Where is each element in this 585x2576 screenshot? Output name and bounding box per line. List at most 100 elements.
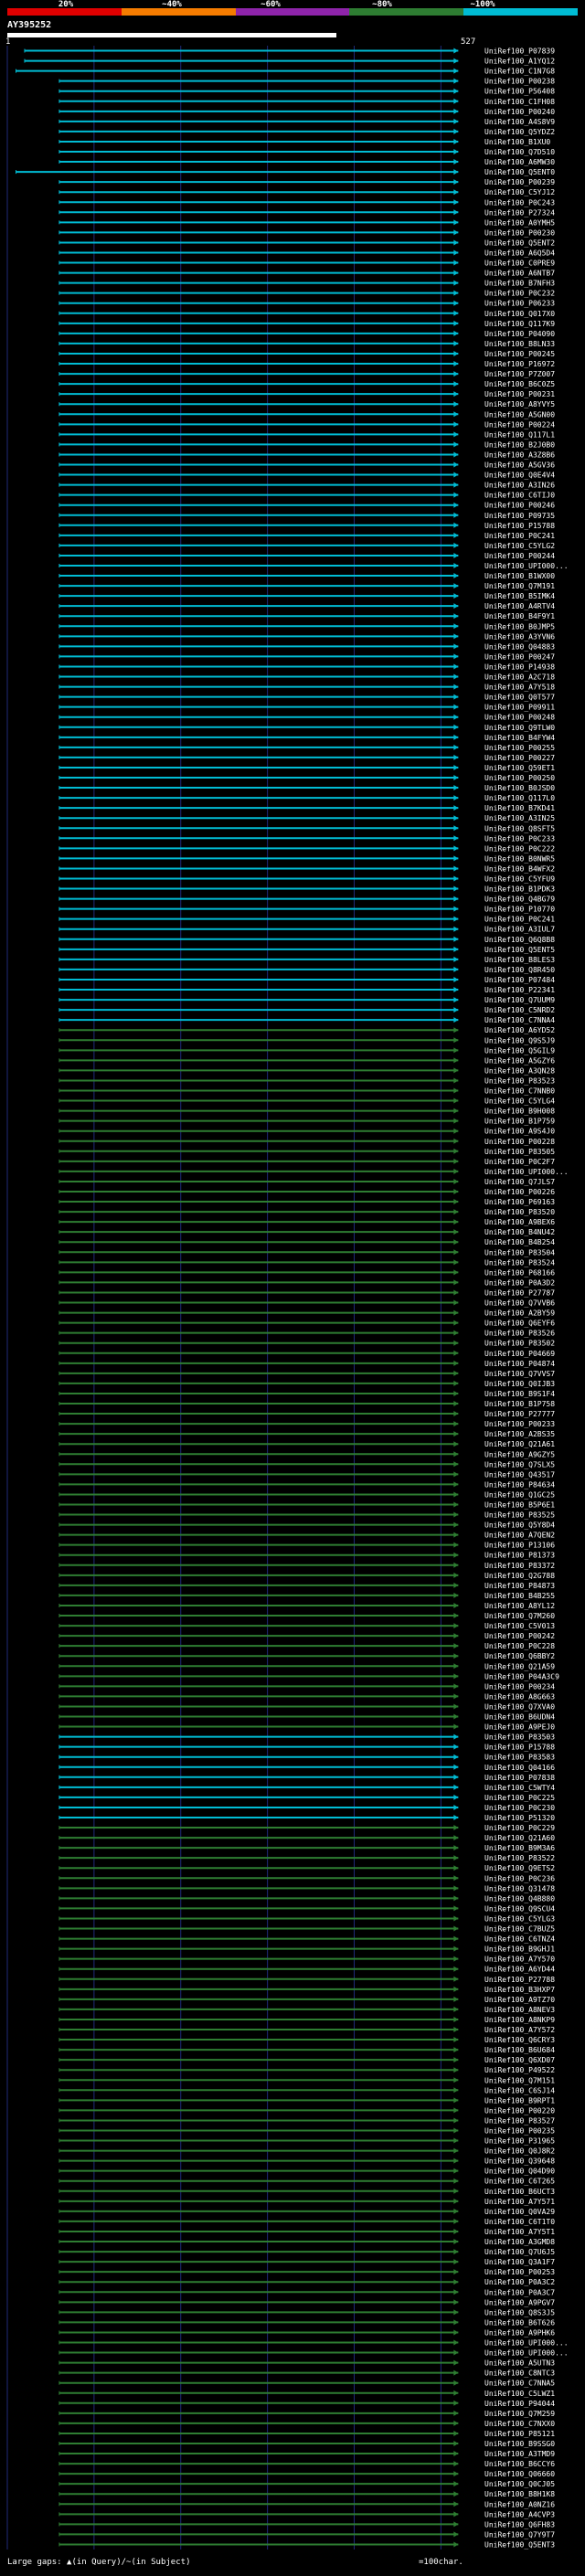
hit-label[interactable]: UniRef100_B1PDK3 (484, 885, 555, 894)
hit-label[interactable]: UniRef100_B4B254 (484, 1238, 555, 1246)
hit-label[interactable]: UniRef100_B4NU42 (484, 1228, 555, 1236)
hit-label[interactable]: UniRef100_Q7Y9T7 (484, 2530, 555, 2539)
hit-label[interactable]: UniRef100_P00246 (484, 502, 555, 510)
hit-label[interactable]: UniRef100_P31965 (484, 2137, 555, 2146)
hit-label[interactable]: UniRef100_P0C243 (484, 198, 555, 207)
hit-label[interactable]: UniRef100_A3QN28 (484, 1066, 555, 1075)
hit-label[interactable]: UniRef100_Q5ENT3 (484, 2540, 555, 2549)
hit-label[interactable]: UniRef100_Q3A1F7 (484, 2258, 555, 2266)
hit-label[interactable]: UniRef100_A9TZ70 (484, 1996, 555, 2004)
hit-label[interactable]: UniRef100_A3IUL7 (484, 926, 555, 934)
hit-label[interactable]: UniRef100_C6T1T0 (484, 2218, 555, 2226)
hit-label[interactable]: UniRef100_A6YD44 (484, 1966, 555, 1974)
hit-label[interactable]: UniRef100_A9PHK6 (484, 2328, 555, 2337)
hit-label[interactable]: UniRef100_P09735 (484, 512, 555, 520)
hit-label[interactable]: UniRef100_P83503 (484, 1733, 555, 1742)
hit-label[interactable]: UniRef100_B1WX00 (484, 572, 555, 580)
hit-label[interactable]: UniRef100_P0C2F7 (484, 1158, 555, 1166)
hit-label[interactable]: UniRef100_A5GN00 (484, 410, 555, 419)
hit-label[interactable]: UniRef100_B6U684 (484, 2046, 555, 2054)
hit-label[interactable]: UniRef100_C5YLG4 (484, 1097, 555, 1106)
hit-label[interactable]: UniRef100_A9PGV7 (484, 2298, 555, 2306)
hit-label[interactable]: UniRef100_P85121 (484, 2430, 555, 2438)
hit-label[interactable]: UniRef100_C5YJ12 (484, 188, 555, 196)
hit-label[interactable]: UniRef100_Q0CJ05 (484, 2480, 555, 2488)
hit-label[interactable]: UniRef100_Q6FH83 (484, 2520, 555, 2528)
hit-label[interactable]: UniRef100_P00228 (484, 1138, 555, 1146)
hit-label[interactable]: UniRef100_C1N7G8 (484, 68, 555, 76)
hit-label[interactable]: UniRef100_Q0T577 (484, 694, 555, 702)
hit-label[interactable]: UniRef100_P00250 (484, 774, 555, 782)
hit-label[interactable]: UniRef100_P00239 (484, 178, 555, 186)
hit-label[interactable]: UniRef100_Q59ET1 (484, 764, 555, 772)
hit-label[interactable]: UniRef100_P84634 (484, 1480, 555, 1489)
hit-label[interactable]: UniRef100_Q7M260 (484, 1612, 555, 1620)
hit-label[interactable]: UniRef100_Q43517 (484, 1470, 555, 1479)
hit-label[interactable]: UniRef100_Q8SFT5 (484, 824, 555, 832)
hit-label[interactable]: UniRef100_Q7M191 (484, 582, 555, 590)
hit-label[interactable]: UniRef100_P0A3C7 (484, 2288, 555, 2296)
hit-label[interactable]: UniRef100_B4F9Y1 (484, 612, 555, 620)
hit-label[interactable]: UniRef100_Q5ENT0 (484, 168, 555, 176)
hit-label[interactable]: UniRef100_P0C232 (484, 290, 555, 298)
hit-label[interactable]: UniRef100_B7KD41 (484, 804, 555, 812)
hit-label[interactable]: UniRef100_P83525 (484, 1511, 555, 1520)
hit-label[interactable]: UniRef100_P83583 (484, 1754, 555, 1762)
hit-label[interactable]: UniRef100_P83526 (484, 1330, 555, 1338)
hit-label[interactable]: UniRef100_P69163 (484, 1198, 555, 1206)
hit-label[interactable]: UniRef100_C5YLG3 (484, 1914, 555, 1923)
hit-label[interactable]: UniRef100_Q2G788 (484, 1572, 555, 1580)
hit-label[interactable]: UniRef100_P27788 (484, 1976, 555, 1984)
hit-label[interactable]: UniRef100_Q21A59 (484, 1662, 555, 1670)
hit-label[interactable]: UniRef100_P07838 (484, 1774, 555, 1782)
hit-label[interactable]: UniRef100_A7QEN2 (484, 1532, 555, 1540)
hit-label[interactable]: UniRef100_C6T265 (484, 2178, 555, 2186)
hit-label[interactable]: UniRef100_B9RPT1 (484, 2096, 555, 2104)
hit-label[interactable]: UniRef100_C5V013 (484, 1622, 555, 1630)
hit-label[interactable]: UniRef100_Q21A61 (484, 1440, 555, 1448)
hit-label[interactable]: UniRef100_P27787 (484, 1288, 555, 1297)
hit-label[interactable]: UniRef100_B2J0B0 (484, 440, 555, 449)
hit-label[interactable]: UniRef100_UPI000... (484, 1168, 569, 1176)
hit-label[interactable]: UniRef100_C5YFU9 (484, 875, 555, 883)
hit-label[interactable]: UniRef100_C7BUZ5 (484, 1925, 555, 1934)
hit-label[interactable]: UniRef100_A3IN25 (484, 814, 555, 822)
hit-label[interactable]: UniRef100_Q4BG79 (484, 896, 555, 904)
hit-label[interactable]: UniRef100_A7Y572 (484, 2026, 555, 2034)
hit-label[interactable]: UniRef100_A7Y571 (484, 2198, 555, 2206)
hit-label[interactable]: UniRef100_Q8S3J5 (484, 2308, 555, 2316)
hit-label[interactable]: UniRef100_C0PRE9 (484, 260, 555, 268)
hit-label[interactable]: UniRef100_Q9SCU4 (484, 1904, 555, 1913)
hit-label[interactable]: UniRef100_P16972 (484, 360, 555, 368)
hit-label[interactable]: UniRef100_Q0E4V4 (484, 472, 555, 480)
hit-label[interactable]: UniRef100_P0C225 (484, 1794, 555, 1802)
hit-label[interactable]: UniRef100_Q7M151 (484, 2076, 555, 2084)
hit-label[interactable]: UniRef100_P27777 (484, 1410, 555, 1418)
hit-label[interactable]: UniRef100_A2BS35 (484, 1430, 555, 1438)
hit-label[interactable]: UniRef100_UPI000... (484, 2349, 569, 2358)
hit-label[interactable]: UniRef100_B1XU0 (484, 138, 550, 146)
hit-label[interactable]: UniRef100_P10770 (484, 906, 555, 914)
hit-label[interactable]: UniRef100_P06233 (484, 300, 555, 308)
hit-label[interactable]: UniRef100_B0JMP5 (484, 622, 555, 631)
hit-label[interactable]: UniRef100_Q6BBY2 (484, 1652, 555, 1660)
hit-label[interactable]: UniRef100_A9GZY5 (484, 1450, 555, 1458)
hit-label[interactable]: UniRef100_A4CVP3 (484, 2510, 555, 2518)
hit-label[interactable]: UniRef100_C5YLG2 (484, 542, 555, 550)
hit-label[interactable]: UniRef100_P13106 (484, 1542, 555, 1550)
hit-label[interactable]: UniRef100_A3YVN6 (484, 632, 555, 641)
hit-label[interactable]: UniRef100_P83520 (484, 1208, 555, 1216)
hit-label[interactable]: UniRef100_A6Q5D4 (484, 249, 555, 257)
hit-label[interactable]: UniRef100_Q117L1 (484, 430, 555, 439)
hit-label[interactable]: UniRef100_Q7VVB6 (484, 1299, 555, 1308)
hit-label[interactable]: UniRef100_A2BY59 (484, 1309, 555, 1318)
hit-label[interactable]: UniRef100_A9S4J0 (484, 1128, 555, 1136)
hit-label[interactable]: UniRef100_P00253 (484, 2268, 555, 2276)
hit-label[interactable]: UniRef100_A4RTV4 (484, 602, 555, 610)
hit-label[interactable]: UniRef100_Q0J8R2 (484, 2147, 555, 2156)
hit-label[interactable]: UniRef100_A8YL12 (484, 1602, 555, 1610)
hit-label[interactable]: UniRef100_P00227 (484, 754, 555, 762)
hit-label[interactable]: UniRef100_P00242 (484, 1632, 555, 1640)
hit-label[interactable]: UniRef100_A9BEX6 (484, 1218, 555, 1226)
hit-label[interactable]: UniRef100_A4S8V9 (484, 118, 555, 126)
